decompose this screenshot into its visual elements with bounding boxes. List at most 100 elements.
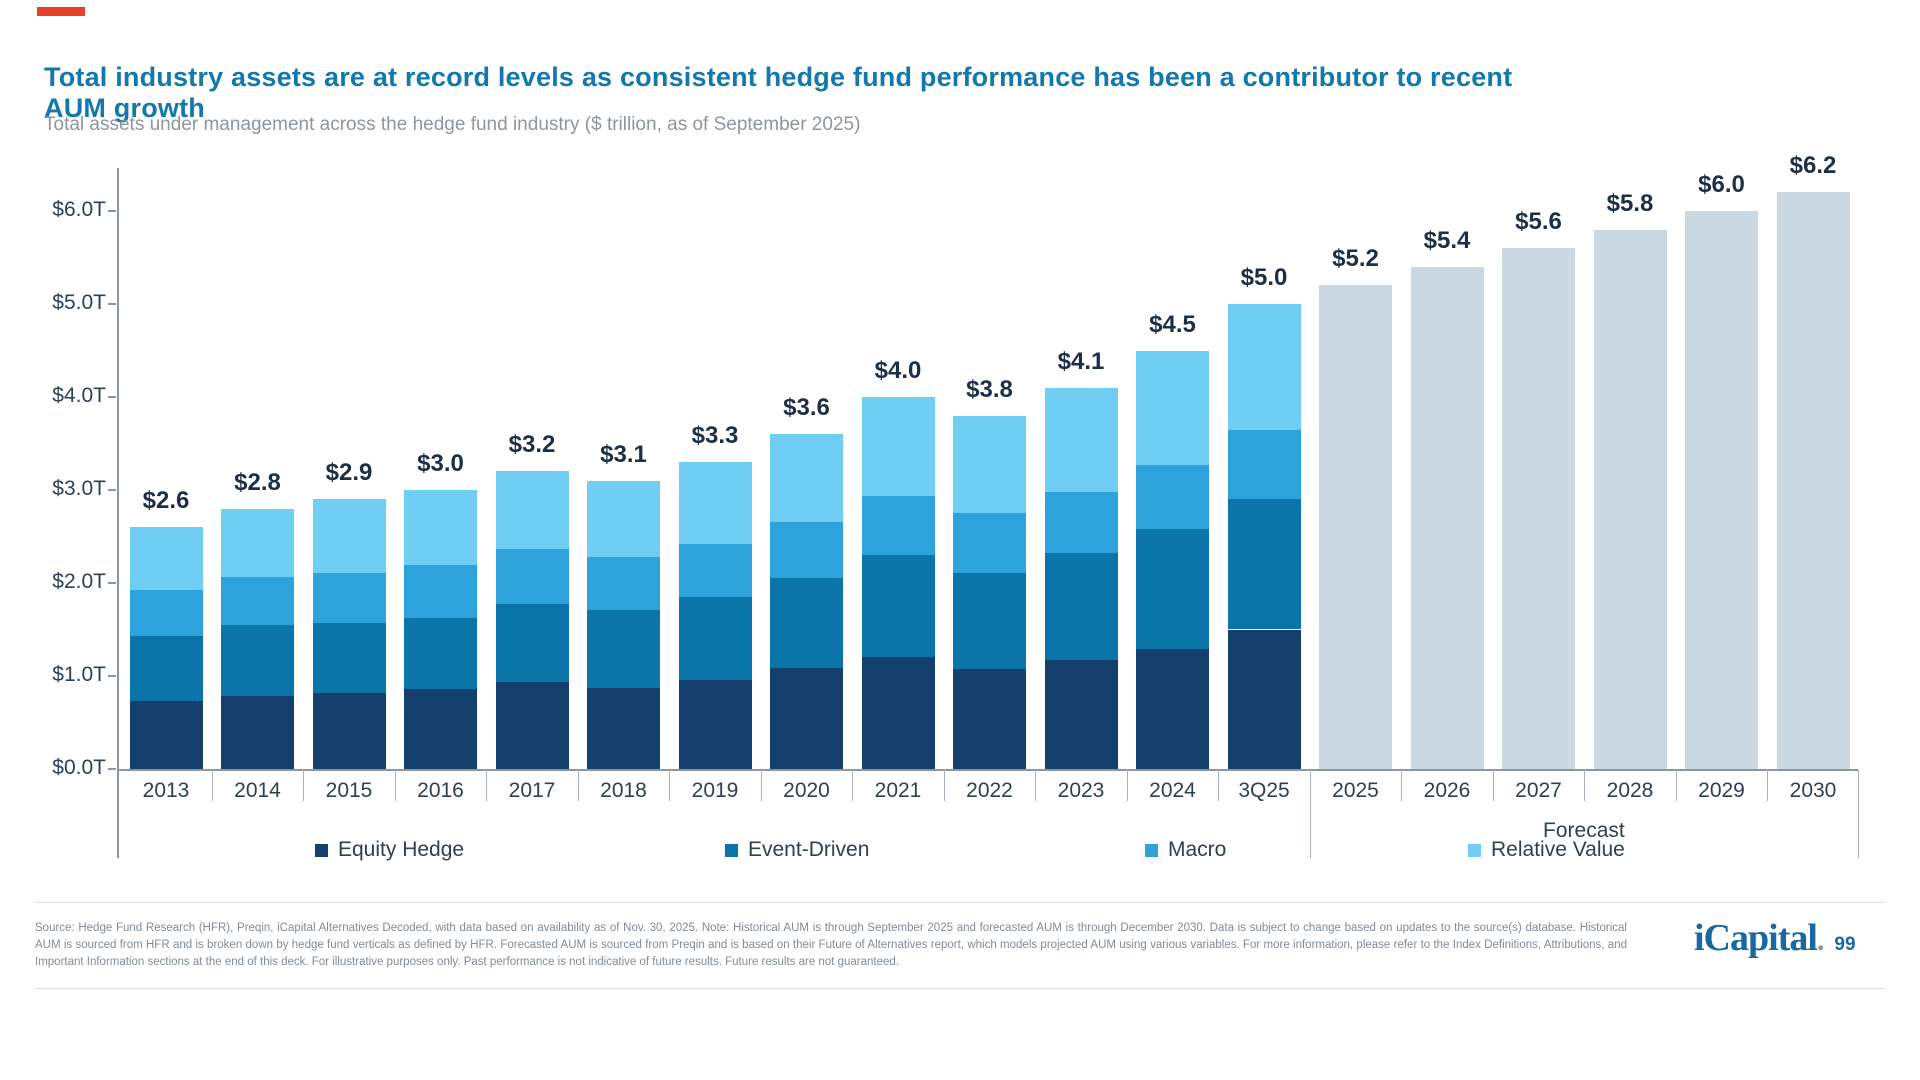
chart-legend: Equity Hedge Event-Driven Macro Relative Va…: [315, 838, 1625, 861]
bar-segment-macro: [1227, 430, 1301, 500]
bar-value-label: $2.8: [234, 468, 281, 496]
x-axis-category-label: 3Q25: [1238, 779, 1290, 802]
x-axis-separator: [1584, 770, 1586, 801]
y-axis-tick-mark: [108, 768, 116, 770]
bar-segment-macro: [587, 556, 660, 610]
y-axis-tick-mark: [108, 489, 116, 491]
bar-value-label: $3.2: [508, 431, 556, 459]
bar-segment-equity-hedge: [953, 669, 1026, 769]
bar-value-label: $4.1: [1057, 347, 1105, 375]
x-axis-separator: [943, 770, 945, 801]
bar-segment-relative-value: [312, 499, 386, 573]
x-axis-separator: [1218, 770, 1220, 801]
bar-value-label: $3.8: [966, 375, 1013, 403]
bar-value-label: $3.3: [691, 422, 739, 450]
x-axis-separator: [1675, 770, 1677, 801]
bar-segment-event-driven: [129, 636, 203, 702]
bar-segment-equity-hedge: [587, 688, 660, 769]
x-axis-separator: [1126, 770, 1128, 801]
y-axis-line: [117, 168, 119, 858]
bar-segment-equity-hedge: [404, 689, 477, 769]
x-axis-category-label: 2028: [1606, 779, 1654, 802]
x-axis-category-label: 2029: [1698, 779, 1745, 802]
x-axis-category-label: 2018: [600, 779, 647, 802]
x-axis-separator: [577, 770, 579, 801]
bar-segment-event-driven: [587, 609, 660, 689]
bar-segment-relative-value: [129, 527, 203, 591]
page-title: Total industry assets are at record leve…: [44, 62, 1513, 123]
bar-value-label: $5.0: [1240, 264, 1288, 291]
bar-value-label: $5.4: [1423, 226, 1471, 254]
legend-item-relative-value: Relative Value: [1468, 838, 1625, 861]
slide-accent-mark: [37, 7, 85, 16]
x-axis-category-label: 2027: [1515, 779, 1562, 802]
bar-segment-equity-hedge: [495, 681, 569, 769]
y-axis-tick-label: $0.0T: [52, 756, 106, 779]
bar-segment-macro: [678, 543, 752, 597]
bar-value-label: $5.6: [1515, 208, 1562, 236]
bar-forecast: [1685, 211, 1758, 769]
bar-segment-macro: [1044, 491, 1118, 554]
bar-segment-equity-hedge: [1227, 629, 1301, 769]
bar-segment-event-driven: [1044, 553, 1118, 661]
y-axis-tick-mark: [108, 303, 116, 305]
x-axis-category-label: 2016: [417, 779, 464, 802]
x-axis-category-label: 2020: [783, 779, 830, 802]
bar-value-label: $6.2: [1789, 152, 1837, 180]
bar-forecast: [1593, 229, 1667, 769]
footer-bottom-rule: [35, 988, 1885, 989]
bar-value-label: $2.6: [142, 487, 190, 515]
legend-label: Event-Driven: [748, 838, 870, 861]
y-axis-tick-mark: [108, 210, 116, 212]
x-axis-category-label: 2019: [691, 779, 739, 802]
legend-swatch: [1468, 843, 1481, 857]
x-axis-category-label: 2024: [1149, 779, 1196, 802]
icapital-logo-word: iCapital: [1694, 917, 1818, 959]
x-axis-category-label: 2017: [508, 779, 556, 802]
bar-segment-relative-value: [1136, 350, 1209, 465]
forecast-bracket-left: [1309, 770, 1311, 858]
legend-label: Equity Hedge: [338, 838, 465, 861]
bar-value-label: $3.6: [783, 394, 830, 422]
bar-segment-relative-value: [495, 471, 569, 549]
bar-segment-relative-value: [1227, 304, 1301, 431]
bar-segment-equity-hedge: [1136, 649, 1209, 769]
bar-segment-macro: [312, 572, 386, 623]
x-axis-line: [117, 769, 1858, 771]
bar-segment-event-driven: [678, 596, 752, 680]
page-subtitle: Total assets under management across the…: [44, 114, 861, 135]
y-axis-tick-mark: [108, 675, 116, 677]
bar-segment-equity-hedge: [312, 692, 386, 769]
bar-value-label: $6.0: [1698, 171, 1745, 198]
x-axis-separator: [1492, 770, 1494, 801]
bar-value-label: $4.5: [1149, 310, 1196, 338]
legend-item-macro: Macro: [1145, 838, 1226, 861]
bar-segment-event-driven: [221, 624, 294, 697]
bar-segment-event-driven: [312, 622, 386, 693]
legend-swatch: [725, 843, 738, 857]
bar-segment-event-driven: [861, 555, 935, 658]
bar-segment-relative-value: [221, 508, 294, 578]
bar-segment-macro: [495, 548, 569, 605]
bar-segment-equity-hedge: [678, 679, 752, 769]
bar-value-label: $3.1: [600, 440, 647, 468]
legend-swatch: [315, 843, 328, 857]
icapital-logo: iCapital. 99: [1694, 916, 1894, 960]
bar-segment-relative-value: [678, 462, 752, 544]
x-axis-category-label: 2026: [1423, 779, 1471, 802]
y-axis-tick-mark: [108, 396, 116, 398]
bar-value-label: $5.2: [1332, 245, 1379, 273]
x-axis-separator: [303, 770, 305, 801]
bar-segment-equity-hedge: [770, 667, 843, 769]
bar-value-label: $5.8: [1606, 189, 1654, 217]
y-axis-tick-mark: [108, 582, 116, 584]
x-axis-category-label: 2015: [325, 779, 373, 802]
bar-segment-macro: [953, 513, 1026, 573]
bar-segment-relative-value: [861, 397, 935, 496]
footer-top-rule: [35, 902, 1885, 903]
bar-value-label: $2.9: [325, 459, 373, 487]
legend-label: Relative Value: [1491, 838, 1625, 861]
y-axis-tick-label: $5.0T: [52, 291, 106, 314]
bar-forecast: [1776, 192, 1850, 769]
y-axis-tick-label: $3.0T: [52, 477, 106, 500]
